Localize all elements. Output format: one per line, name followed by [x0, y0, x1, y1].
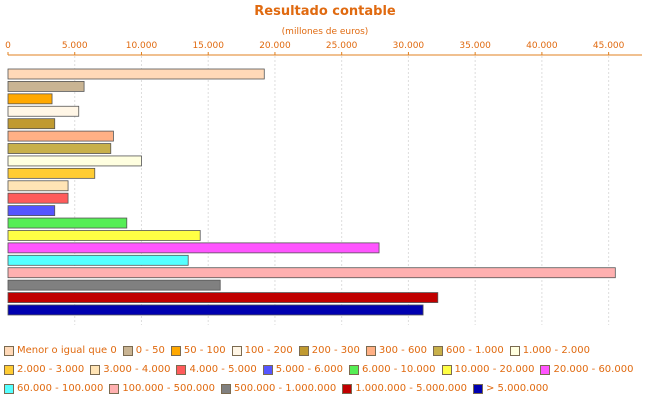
legend-item: 0 - 50 [122, 343, 165, 358]
bar-7 [7, 143, 112, 154]
bar-20 [7, 304, 424, 316]
legend-swatch [4, 364, 14, 375]
legend-label: 20.000 - 60.000 [553, 364, 634, 375]
legend-item: 1.000.000 - 5.000.000 [342, 381, 467, 396]
legend-swatch [4, 383, 14, 394]
legend-swatch [231, 345, 242, 356]
bar-14 [7, 230, 201, 241]
legend-swatch [441, 364, 452, 375]
legend-label: 50 - 100 [183, 345, 226, 356]
legend-item: 600 - 1.000 [433, 343, 504, 358]
legend-label: Menor o igual que 0 [17, 345, 117, 356]
legend-item: 1.000 - 2.000 [509, 343, 590, 358]
legend-swatch [262, 364, 273, 375]
legend-item: 300 - 600 [365, 343, 428, 358]
legend-swatch [298, 345, 309, 356]
x-tick-label: 35.000 [459, 41, 491, 51]
legend-label: 10.000 - 20.000 [454, 364, 535, 375]
legend-swatch [4, 345, 14, 356]
legend-item: 50 - 100 [170, 343, 226, 358]
legend-swatch [170, 345, 181, 356]
legend-item: 3.000 - 4.000 [90, 362, 170, 377]
bar-15 [7, 242, 380, 254]
legend-swatch [109, 383, 120, 394]
x-tick-label: 40.000 [526, 41, 558, 51]
x-axis: 0 5.000 10.000 15.000 20.000 25.000 30.000 35.0… [5, 41, 642, 56]
bar-1 [7, 68, 265, 80]
legend-label: 3.000 - 4.000 [103, 364, 171, 375]
legend-label: 4.000 - 5.000 [189, 364, 257, 375]
legend-item: 4.000 - 5.000 [176, 362, 257, 377]
legend-item: 60.000 - 100.000 [4, 381, 103, 396]
legend-swatch [342, 383, 353, 394]
x-tick-label: 10.000 [126, 41, 158, 51]
legend-swatch [365, 345, 376, 356]
legend-label: 2.000 - 3.000 [17, 364, 85, 375]
legend-item: 200 - 300 [298, 343, 360, 358]
x-tick-label: 25.000 [326, 41, 358, 51]
x-tick-label: 15.000 [192, 41, 224, 51]
legend-item: 100.000 - 500.000 [109, 381, 215, 396]
bar-8 [7, 155, 142, 167]
legend-item: 2.000 - 3.000 [4, 362, 84, 377]
bar-19 [7, 292, 439, 303]
legend-item: > 5.000.000 [472, 381, 549, 396]
legend-item: Menor o igual que 0 [4, 343, 117, 358]
bar-17 [7, 267, 616, 279]
x-tick-label: 20.000 [259, 41, 291, 51]
legend-swatch [90, 364, 101, 375]
x-tick-label: 5.000 [62, 41, 88, 51]
legend-label: 100.000 - 500.000 [122, 383, 215, 394]
chart-subtitle: (millones de euros) [282, 27, 369, 37]
legend-label: 500.000 - 1.000.000 [233, 383, 337, 394]
legend-label: 1.000 - 2.000 [522, 345, 590, 356]
bar-4 [7, 105, 80, 117]
legend-item: 20.000 - 60.000 [540, 362, 633, 377]
x-tick-label: 0 [5, 41, 11, 51]
bar-3 [7, 93, 53, 105]
legend-swatch [122, 345, 133, 356]
legend-swatch [540, 364, 551, 375]
legend-swatch [433, 345, 444, 356]
bar-13 [7, 217, 128, 229]
bar-2 [7, 81, 85, 92]
legend-label: 200 - 300 [311, 345, 360, 356]
bar-9 [7, 167, 96, 179]
bar-11 [7, 192, 69, 204]
legend-item: 5.000 - 6.000 [262, 362, 343, 377]
legend-label: 1.000.000 - 5.000.000 [355, 383, 467, 394]
bar-18 [7, 279, 221, 291]
legend-label: 600 - 1.000 [446, 345, 504, 356]
legend: Menor o igual que 0 0 - 50 50 - 100 100 - 2… [4, 343, 648, 396]
legend-swatch [348, 364, 359, 375]
legend-item: 6.000 - 10.000 [348, 362, 436, 377]
bar-6 [7, 130, 114, 142]
legend-item: 100 - 200 [231, 343, 293, 358]
bar-5 [7, 118, 56, 130]
bar-chart: Resultado contable (millones de euros) 0… [5, 4, 642, 325]
legend-item: 500.000 - 1.000.000 [220, 381, 337, 396]
bar-12 [7, 205, 56, 217]
legend-label: 60.000 - 100.000 [17, 383, 104, 394]
legend-label: 300 - 600 [378, 345, 428, 356]
legend-label: 6.000 - 10.000 [361, 364, 436, 375]
legend-item: 10.000 - 20.000 [441, 362, 535, 377]
x-tick-label: 30.000 [393, 41, 425, 51]
legend-label: 0 - 50 [135, 345, 165, 356]
legend-swatch [176, 364, 187, 375]
legend-swatch [220, 383, 231, 394]
legend-label: > 5.000.000 [485, 383, 549, 394]
bar-16 [7, 254, 189, 266]
legend-label: 100 - 200 [244, 345, 293, 356]
x-tick-label: 45.000 [593, 41, 625, 51]
legend-label: 5.000 - 6.000 [275, 364, 343, 375]
bars [7, 68, 616, 316]
chart-title: Resultado contable [254, 4, 396, 19]
bar-10 [7, 180, 69, 192]
legend-swatch [509, 345, 520, 356]
legend-swatch [472, 383, 483, 394]
